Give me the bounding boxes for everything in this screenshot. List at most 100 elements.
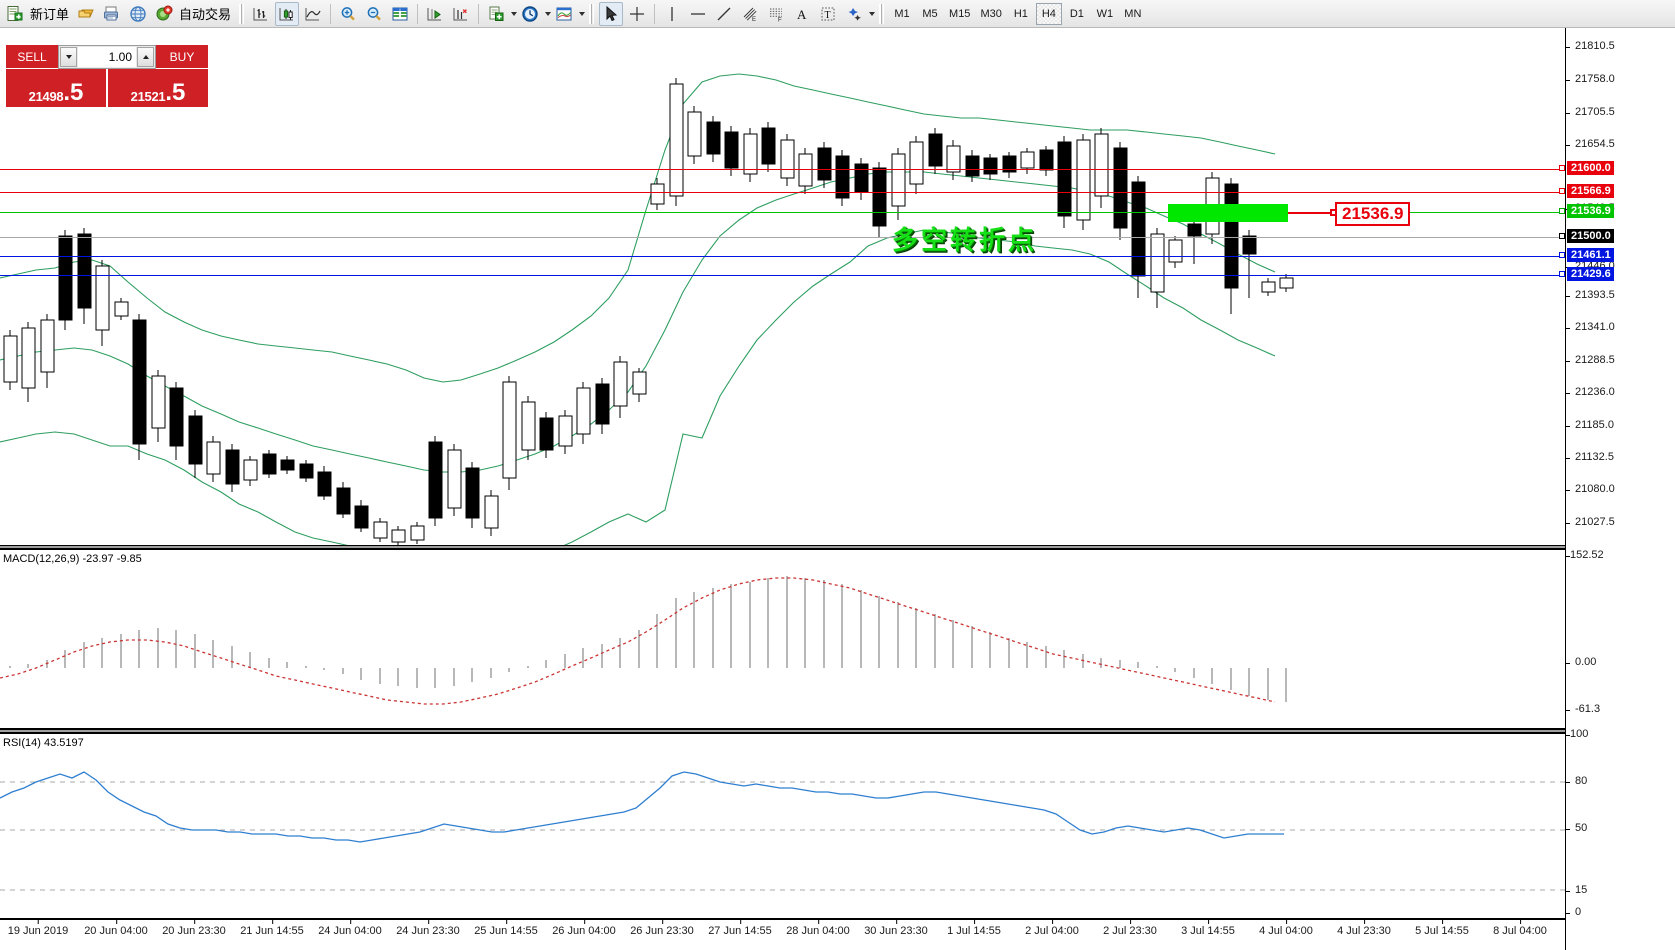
shapes-dropdown-icon[interactable]: [869, 11, 876, 16]
volume-increment-button[interactable]: [137, 47, 154, 67]
chip-handle[interactable]: [1559, 233, 1565, 239]
toolbar-grip[interactable]: [879, 3, 885, 24]
callout-anchor-handle[interactable]: [1330, 209, 1337, 216]
chip-value: 21600.0: [1571, 162, 1611, 174]
new-order-label[interactable]: 新订单: [30, 7, 70, 22]
templates-dropdown-icon[interactable]: [579, 11, 586, 16]
rsi-tick: 0: [1566, 906, 1581, 918]
time-tick: 20 Jun 23:30: [162, 920, 226, 937]
price-pane[interactable]: 多空转折点 21536.9: [0, 30, 1565, 547]
buy-price-button[interactable]: 21521 .5: [108, 69, 208, 107]
vline-icon[interactable]: [660, 2, 684, 26]
period-dropdown-icon[interactable]: [545, 11, 552, 16]
rsi-tick: 80: [1566, 775, 1587, 787]
chip-handle[interactable]: [1559, 271, 1565, 277]
buy-button-label[interactable]: BUY: [156, 45, 208, 69]
toolbar-grip[interactable]: [239, 3, 245, 24]
highlight-band[interactable]: [1168, 204, 1288, 222]
autotrade-label[interactable]: 自动交易: [179, 7, 232, 22]
time-tick: 27 Jun 14:55: [708, 920, 772, 937]
timeframe-h1[interactable]: H1: [1013, 7, 1028, 20]
price-chip-support-2[interactable]: 21429.6: [1559, 267, 1614, 281]
candlestick-chart-icon[interactable]: [275, 1, 300, 26]
one-click-trading-panel[interactable]: SELL 1.00 BUY 21498 .5 21521 .5: [6, 45, 208, 107]
buy-price-integer: 21521: [130, 89, 166, 104]
timeframe-mn[interactable]: MN: [1124, 7, 1142, 20]
sell-button-label[interactable]: SELL: [6, 45, 58, 69]
label-icon[interactable]: T: [816, 2, 840, 26]
auto-scroll-icon[interactable]: [449, 2, 473, 26]
timeframe-m1[interactable]: M1: [894, 7, 910, 20]
macd-pane[interactable]: MACD(12,26,9) -23.97 -9.85: [0, 549, 1565, 729]
pane-divider-macd-rsi[interactable]: [0, 729, 1565, 733]
price-axis[interactable]: 21810.5 21758.0 21705.5 21654.5 21549.5 …: [1559, 28, 1675, 950]
turning-point-note[interactable]: 多空转折点: [892, 226, 1038, 256]
macd-tick: 0.00: [1566, 656, 1596, 668]
pane-divider-main-macd[interactable]: [0, 545, 1565, 549]
globe-icon[interactable]: [126, 2, 150, 26]
cursor-icon[interactable]: [599, 1, 624, 26]
rsi-pane[interactable]: RSI(14) 43.5197: [0, 733, 1565, 919]
toolbar-grip[interactable]: [589, 3, 595, 24]
timeframe-m30[interactable]: M30: [980, 7, 1002, 20]
price-chip-resistance-1[interactable]: 21600.0: [1559, 161, 1614, 175]
bar-chart-icon[interactable]: [249, 2, 273, 26]
sell-price-button[interactable]: 21498 .5: [6, 69, 106, 107]
autotrade-icon[interactable]: [152, 2, 176, 26]
equidistant-channel-icon[interactable]: E: [738, 2, 762, 26]
level-line-resistance-2[interactable]: [0, 192, 1565, 193]
level-line-support-2[interactable]: [0, 275, 1565, 276]
print-preview-icon[interactable]: [100, 2, 124, 26]
level-line-resistance-1[interactable]: [0, 169, 1565, 170]
grid-icon[interactable]: [388, 2, 412, 26]
chip-handle[interactable]: [1559, 252, 1565, 258]
add-indicator-dropdown-icon[interactable]: [511, 11, 518, 16]
templates-icon[interactable]: [552, 2, 576, 26]
bollinger-upper-band: [0, 73, 1276, 383]
volume-decrement-button[interactable]: [60, 47, 77, 67]
svg-text:E: E: [752, 17, 756, 23]
level-line-support-1[interactable]: [0, 256, 1565, 257]
fibonacci-icon[interactable]: F: [764, 2, 788, 26]
crosshair-icon[interactable]: [625, 2, 649, 26]
price-callout[interactable]: 21536.9: [1335, 202, 1411, 226]
price-tick: 21027.5: [1566, 516, 1615, 528]
timeframe-m5[interactable]: M5: [922, 7, 938, 20]
level-line-turning-point[interactable]: [0, 212, 1565, 213]
timeframe-h4[interactable]: H4: [1035, 2, 1062, 25]
price-chip-current[interactable]: 21500.0: [1559, 229, 1614, 243]
zoom-out-icon[interactable]: [362, 2, 386, 26]
chip-value: 21429.6: [1571, 268, 1611, 280]
chip-handle[interactable]: [1559, 165, 1565, 171]
price-chip-resistance-2[interactable]: 21566.9: [1559, 184, 1614, 198]
time-axis[interactable]: 19 Jun 2019 20 Jun 04:00 20 Jun 23:30 21…: [0, 919, 1565, 950]
text-icon[interactable]: A: [790, 2, 814, 26]
rsi-chart-svg: [0, 771, 1565, 891]
price-chip-support-1[interactable]: 21461.1: [1559, 248, 1614, 262]
hline-icon[interactable]: [686, 2, 710, 26]
svg-text:A: A: [797, 7, 807, 22]
price-tick: 21341.0: [1566, 321, 1615, 333]
trendline-icon[interactable]: [712, 2, 736, 26]
chart-shift-icon[interactable]: [423, 2, 447, 26]
macd-label: MACD(12,26,9) -23.97 -9.85: [3, 553, 142, 565]
volume-input[interactable]: 1.00: [78, 47, 136, 67]
zoom-in-icon[interactable]: [336, 2, 360, 26]
folder-icon[interactable]: [74, 2, 98, 26]
macd-chart-svg: [0, 576, 1287, 705]
chip-handle[interactable]: [1559, 188, 1565, 194]
rsi-tick: 15: [1566, 884, 1587, 896]
period-icon[interactable]: [518, 2, 542, 26]
volume-stepper[interactable]: 1.00: [58, 45, 156, 69]
line-chart-icon[interactable]: [301, 2, 325, 26]
timeframe-w1[interactable]: W1: [1096, 7, 1114, 20]
add-indicator-icon[interactable]: [484, 2, 508, 26]
shapes-icon[interactable]: [842, 2, 866, 26]
chip-value: 21461.1: [1571, 249, 1611, 261]
timeframe-d1[interactable]: D1: [1069, 7, 1084, 20]
price-chip-turning-point[interactable]: 21536.9: [1559, 204, 1614, 218]
chip-handle[interactable]: [1559, 208, 1565, 214]
time-tick: 5 Jul 14:55: [1415, 920, 1469, 937]
new-order-icon[interactable]: [3, 2, 27, 26]
timeframe-m15[interactable]: M15: [949, 7, 971, 20]
